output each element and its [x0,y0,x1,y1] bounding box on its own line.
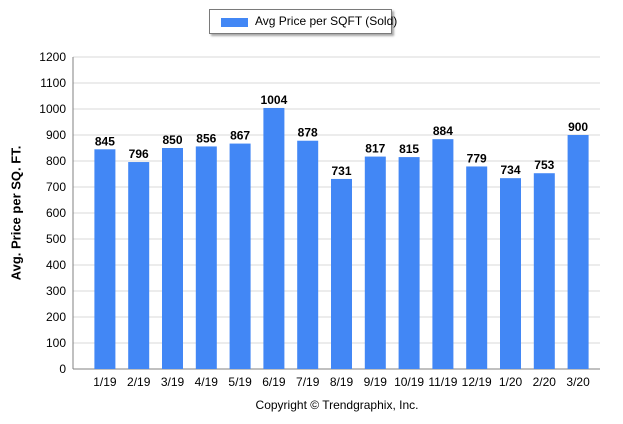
x-tick-label: 3/19 [161,375,185,389]
y-tick-label: 600 [46,206,66,220]
bar [297,140,319,369]
y-tick-label: 800 [46,154,66,168]
bar [567,135,589,369]
x-tick-label: 6/19 [262,375,286,389]
data-label: 817 [365,142,385,156]
x-tick-label: 2/19 [127,375,151,389]
bar [162,148,183,369]
legend-swatch [221,18,248,27]
data-label: 796 [129,147,149,161]
bar [364,156,386,369]
bar [500,178,521,369]
bar [128,162,150,369]
bar [331,178,352,369]
y-tick-label: 400 [46,258,66,272]
x-tick-label: 12/19 [462,375,492,389]
bar [466,166,488,369]
y-tick-label: 300 [46,284,66,298]
y-tick-label: 700 [46,180,66,194]
x-tick-label: 3/20 [566,375,590,389]
y-axis-title: Avg. Price per SQ. FT. [8,145,24,281]
data-label: 900 [568,120,588,134]
y-tick-label: 100 [46,336,66,350]
y-tick-label: 0 [59,362,66,376]
data-label: 734 [500,163,520,177]
data-label: 779 [467,151,487,165]
x-tick-label: 10/19 [394,375,424,389]
x-tick-label: 11/19 [428,375,457,389]
x-tick-label: 1/20 [499,375,523,389]
x-tick-label: 1/19 [93,375,117,389]
data-label: 867 [230,129,250,143]
bar [229,143,251,369]
legend-label: Avg Price per SQFT (Sold) [255,14,398,28]
data-label: 884 [433,124,453,138]
data-label: 845 [95,134,115,148]
x-tick-label: 2/20 [533,375,557,389]
y-tick-label: 500 [46,232,66,246]
x-tick-label: 5/19 [228,375,252,389]
data-label: 878 [298,126,318,140]
bar [195,146,217,369]
y-tick-label: 1000 [39,102,66,116]
bar [94,149,116,369]
bar [432,139,454,369]
data-label: 731 [331,164,351,178]
data-label: 753 [534,158,554,172]
x-tick-label: 4/19 [195,375,219,389]
x-tick-label: 9/19 [364,375,388,389]
y-tick-label: 900 [46,128,66,142]
bar [263,107,285,370]
data-label: 1004 [261,93,288,107]
x-tick-label: 8/19 [330,375,354,389]
copyright-text: Copyright © Trendgraphix, Inc. [255,398,419,412]
y-tick-label: 1100 [40,76,66,90]
data-label: 856 [196,131,216,145]
bar [398,157,420,369]
bar [533,173,555,369]
legend: Avg Price per SQFT (Sold) [209,9,397,34]
x-tick-label: 7/19 [296,375,320,389]
y-tick-label: 1200 [39,50,66,64]
y-tick-label: 200 [46,310,66,324]
data-label: 850 [162,133,182,147]
data-label: 815 [399,142,419,156]
